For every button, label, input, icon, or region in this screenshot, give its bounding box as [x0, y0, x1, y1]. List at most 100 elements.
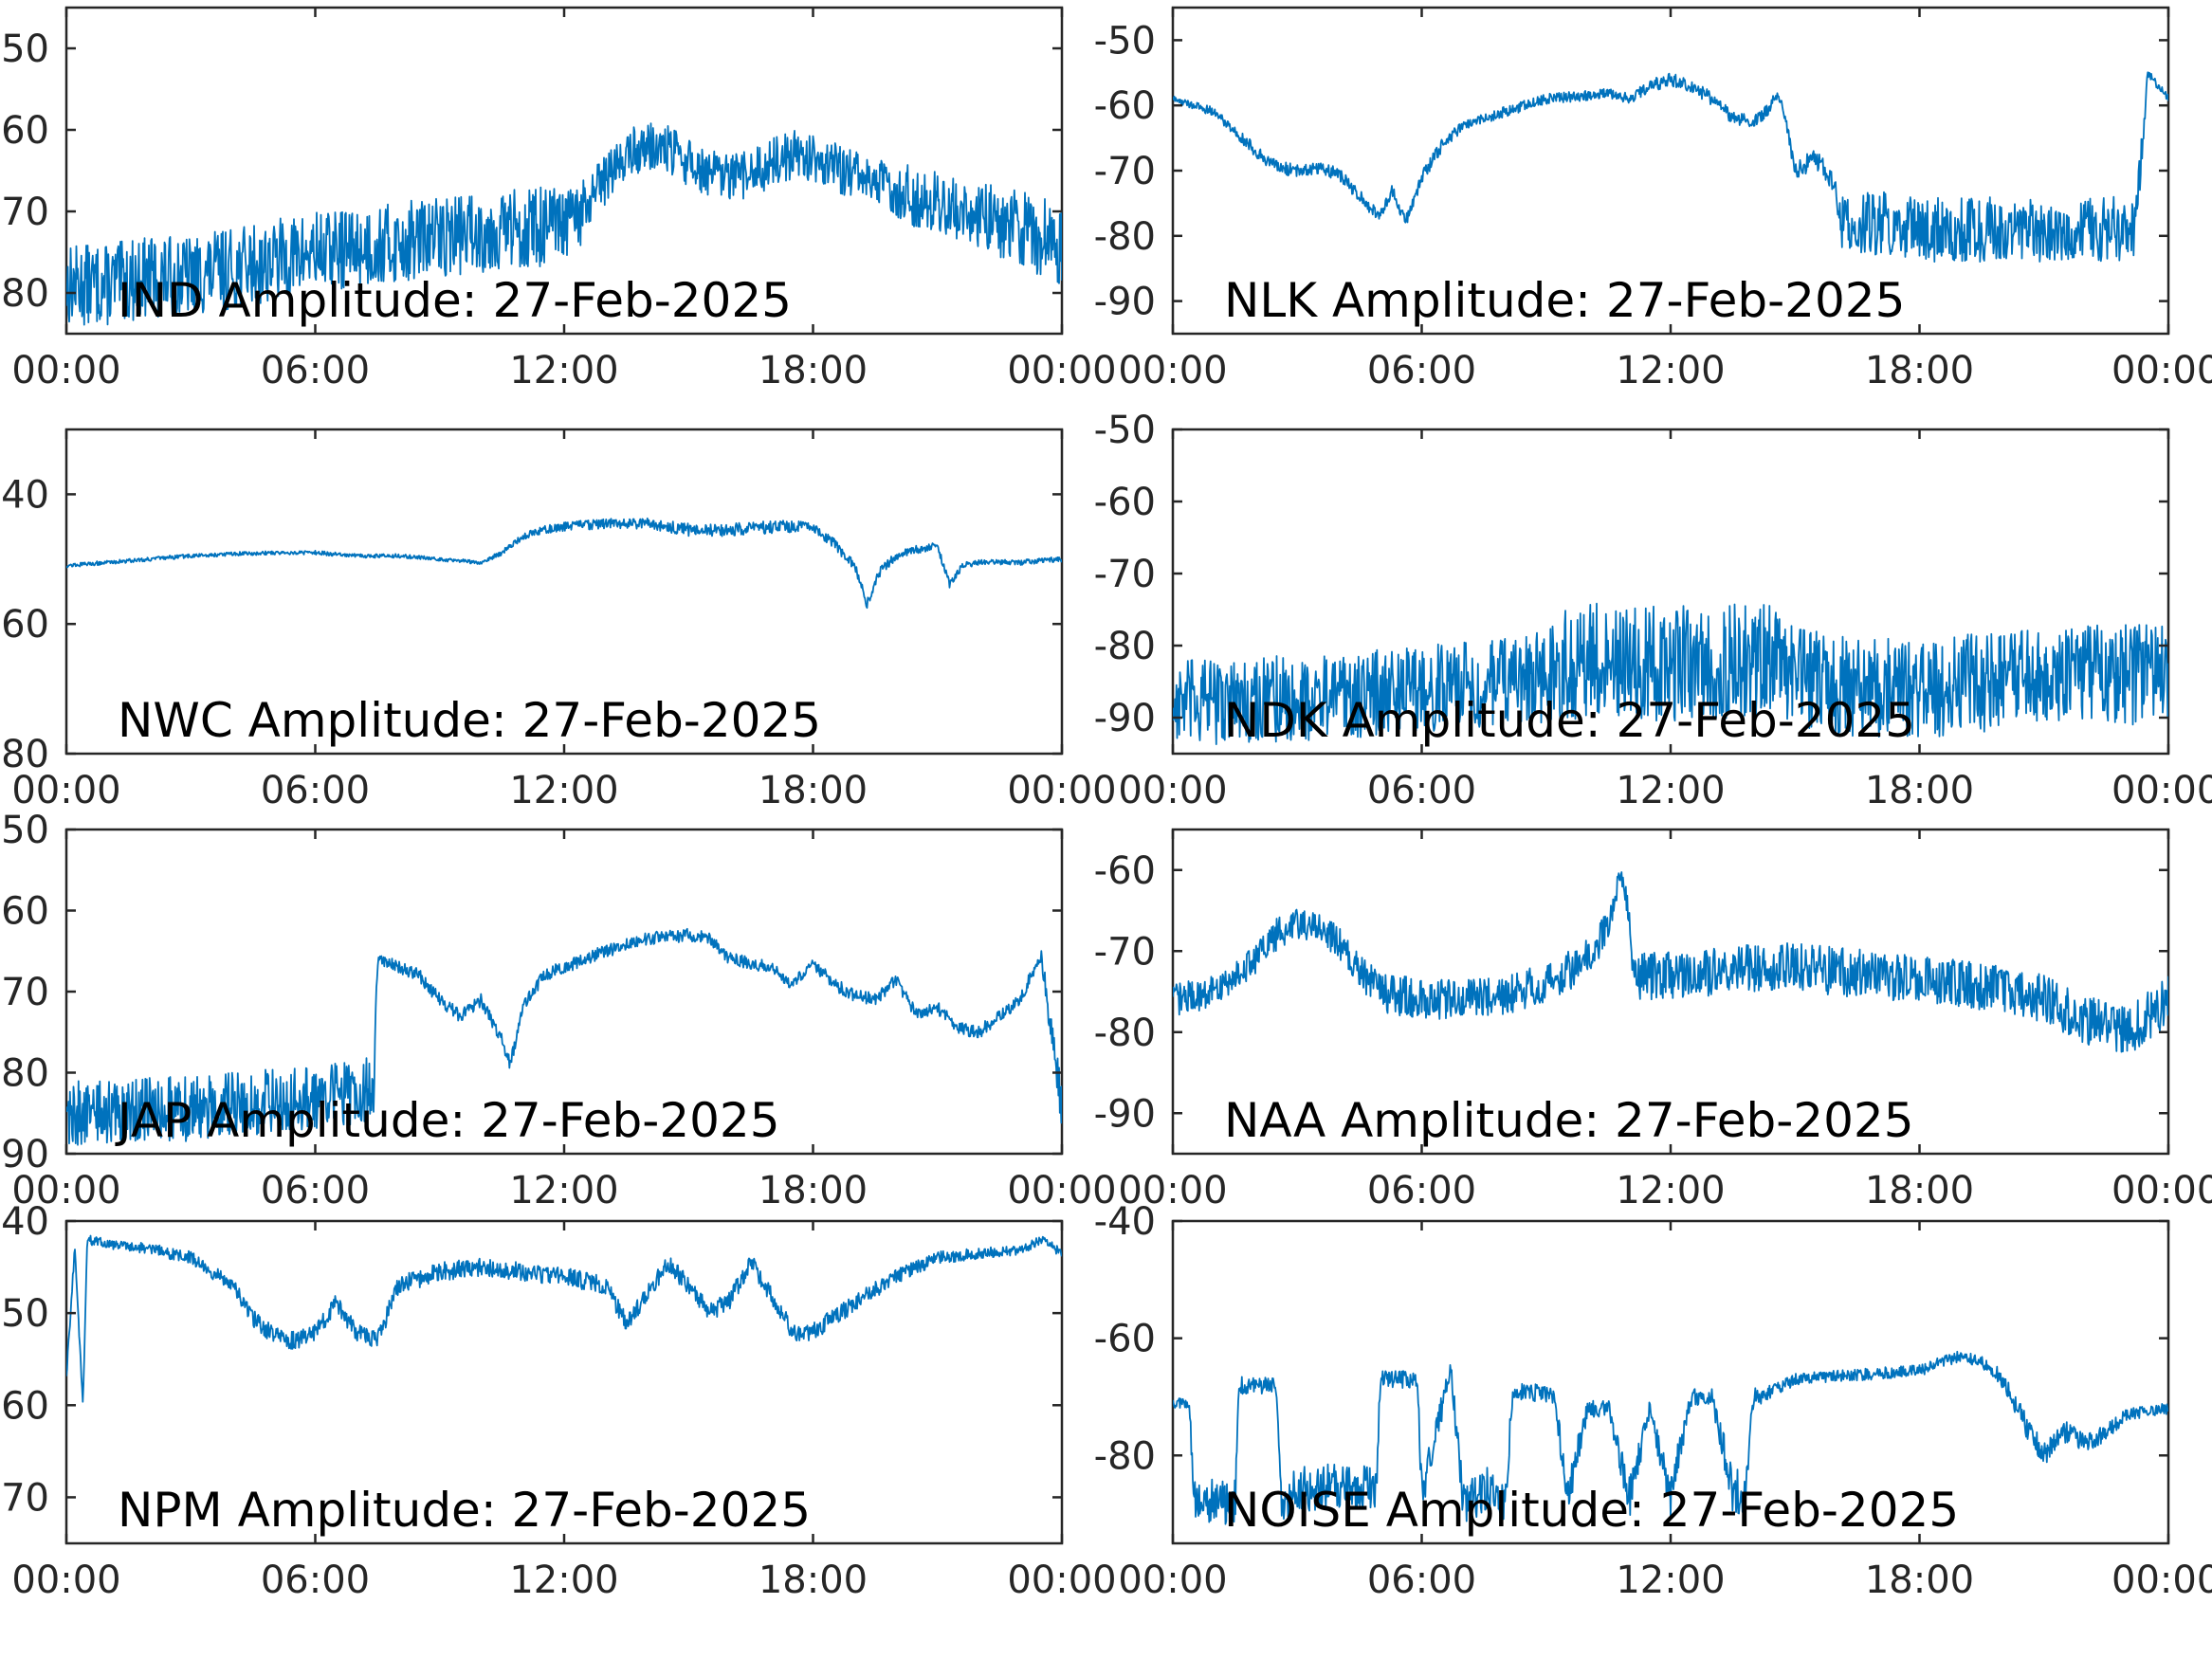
y-tick-label: -40 [1094, 1200, 1156, 1244]
x-tick-label: 18:00 [759, 1169, 868, 1212]
y-tick-label: -90 [1094, 281, 1156, 324]
y-tick-label: 50 [1, 27, 49, 71]
x-tick-label: 00:00 [11, 1169, 120, 1212]
panel-title: NPM Amplitude: 27-Feb-2025 [118, 1483, 811, 1538]
x-tick-label: 00:00 [2111, 1559, 2212, 1602]
panel-title: IND Amplitude: 27-Feb-2025 [118, 273, 792, 328]
y-tick-label: -90 [1094, 1092, 1156, 1136]
x-tick-label: 18:00 [1865, 769, 1974, 812]
y-tick-label: -50 [1094, 19, 1156, 63]
x-tick-label: 00:00 [1118, 769, 1227, 812]
x-tick-label: 18:00 [759, 349, 868, 392]
y-tick-label: 90 [1, 1133, 49, 1176]
panel-2: -50 -60 -70 -80 -90 00:00 06:00 12:00 18:00 00:00… [1094, 6, 2212, 392]
y-tick-label: 60 [1, 109, 49, 153]
y-tick-label: 70 [1, 191, 49, 234]
y-tick-label: -50 [1094, 409, 1156, 452]
amplitude-trace [1173, 1350, 2168, 1525]
y-tick-label: 80 [1, 1052, 49, 1096]
y-tick-label: -80 [1094, 215, 1156, 259]
x-tick-label: 06:00 [261, 349, 370, 392]
x-tick-label: 06:00 [261, 1559, 370, 1602]
x-tick-label: 06:00 [1367, 1169, 1476, 1212]
x-tick-label: 00:00 [11, 1559, 120, 1602]
x-tick-label: 12:00 [1616, 1169, 1725, 1212]
x-tick-label: 12:00 [509, 769, 618, 812]
x-tick-label: 12:00 [1616, 769, 1725, 812]
amplitude-trace [66, 122, 1062, 326]
y-tick-label: 60 [1, 1384, 49, 1428]
y-tick-label: -90 [1094, 697, 1156, 740]
x-tick-label: 12:00 [1616, 349, 1725, 392]
x-tick-label: 00:00 [11, 349, 120, 392]
amplitude-trace [1173, 602, 2168, 745]
y-tick-label: 70 [1, 1476, 49, 1520]
x-tick-label: 18:00 [1865, 349, 1974, 392]
y-tick-label: 80 [1, 733, 49, 776]
y-tick-label: 70 [1, 971, 49, 1014]
y-tick-label: -60 [1094, 481, 1156, 524]
y-tick-label: 50 [1, 1292, 49, 1336]
panel-7: 40 50 60 70 00:00 06:00 12:00 18:00 00:00 NPM Amp… [1, 1200, 1117, 1602]
panel-4: -50 -60 -70 -80 -90 00:00 06:00 12:00 18:00 00:00… [1094, 409, 2212, 812]
x-tick-label: 12:00 [509, 349, 618, 392]
y-tick-label: 40 [1, 1200, 49, 1244]
y-tick-label: 60 [1, 603, 49, 647]
panel-title: NWC Amplitude: 27-Feb-2025 [118, 693, 821, 748]
x-tick-label: 00:00 [2111, 349, 2212, 392]
y-tick-label: -60 [1094, 1318, 1156, 1361]
x-tick-label: 12:00 [509, 1559, 618, 1602]
x-tick-label: 12:00 [1616, 1559, 1725, 1602]
plot-area [64, 428, 1064, 756]
x-tick-label: 06:00 [1367, 1559, 1476, 1602]
panel-title: JAP Amplitude: 27-Feb-2025 [115, 1093, 780, 1148]
x-tick-label: 18:00 [1865, 1169, 1974, 1212]
panel-8: -40 -60 -80 00:00 06:00 12:00 18:00 00:00 NOISE … [1094, 1200, 2212, 1602]
y-tick-label: -80 [1094, 625, 1156, 668]
x-tick-label: 00:00 [1007, 1559, 1116, 1602]
x-tick-label: 06:00 [1367, 769, 1476, 812]
panel-title: NLK Amplitude: 27-Feb-2025 [1224, 273, 1905, 328]
panel-title: NDK Amplitude: 27-Feb-2025 [1224, 693, 1915, 748]
panel-1: 50 60 70 80 00:00 06:00 12:00 18:00 00:00 IND Amp… [1, 6, 1117, 392]
y-tick-label: 40 [1, 473, 49, 517]
x-tick-label: 18:00 [759, 1559, 868, 1602]
x-tick-label: 00:00 [2111, 1169, 2212, 1212]
x-tick-label: 00:00 [1118, 1169, 1227, 1212]
y-tick-label: -60 [1094, 84, 1156, 128]
x-tick-label: 00:00 [1007, 769, 1116, 812]
x-tick-label: 00:00 [2111, 769, 2212, 812]
x-tick-label: 06:00 [261, 1169, 370, 1212]
x-tick-label: 12:00 [509, 1169, 618, 1212]
amplitude-trace [66, 517, 1062, 610]
x-tick-label: 00:00 [11, 769, 120, 812]
y-tick-label: -70 [1094, 150, 1156, 193]
x-tick-label: 00:00 [1007, 1169, 1116, 1212]
y-tick-label: -80 [1094, 1012, 1156, 1055]
amplitude-trace [1173, 71, 2168, 263]
panel-6: -60 -70 -80 -90 00:00 06:00 12:00 18:00 00:00 NAA… [1094, 828, 2212, 1212]
x-tick-label: 00:00 [1007, 349, 1116, 392]
x-tick-label: 06:00 [261, 769, 370, 812]
y-tick-label: -80 [1094, 1434, 1156, 1478]
y-tick-label: 50 [1, 809, 49, 852]
y-tick-label: -60 [1094, 849, 1156, 893]
x-tick-label: 06:00 [1367, 349, 1476, 392]
x-tick-label: 18:00 [1865, 1559, 1974, 1602]
x-tick-label: 18:00 [759, 769, 868, 812]
panel-title: NOISE Amplitude: 27-Feb-2025 [1224, 1483, 1959, 1538]
y-tick-label: -70 [1094, 553, 1156, 596]
amplitude-trace [1173, 871, 2168, 1053]
x-tick-label: 00:00 [1118, 1559, 1227, 1602]
x-tick-label: 00:00 [1118, 349, 1227, 392]
y-tick-label: 60 [1, 890, 49, 934]
y-tick-label: -70 [1094, 930, 1156, 974]
amplitude-trace [66, 927, 1062, 1146]
y-tick-label: 80 [1, 272, 49, 316]
panel-title: NAA Amplitude: 27-Feb-2025 [1224, 1093, 1914, 1148]
amplitude-trace [66, 1234, 1062, 1403]
